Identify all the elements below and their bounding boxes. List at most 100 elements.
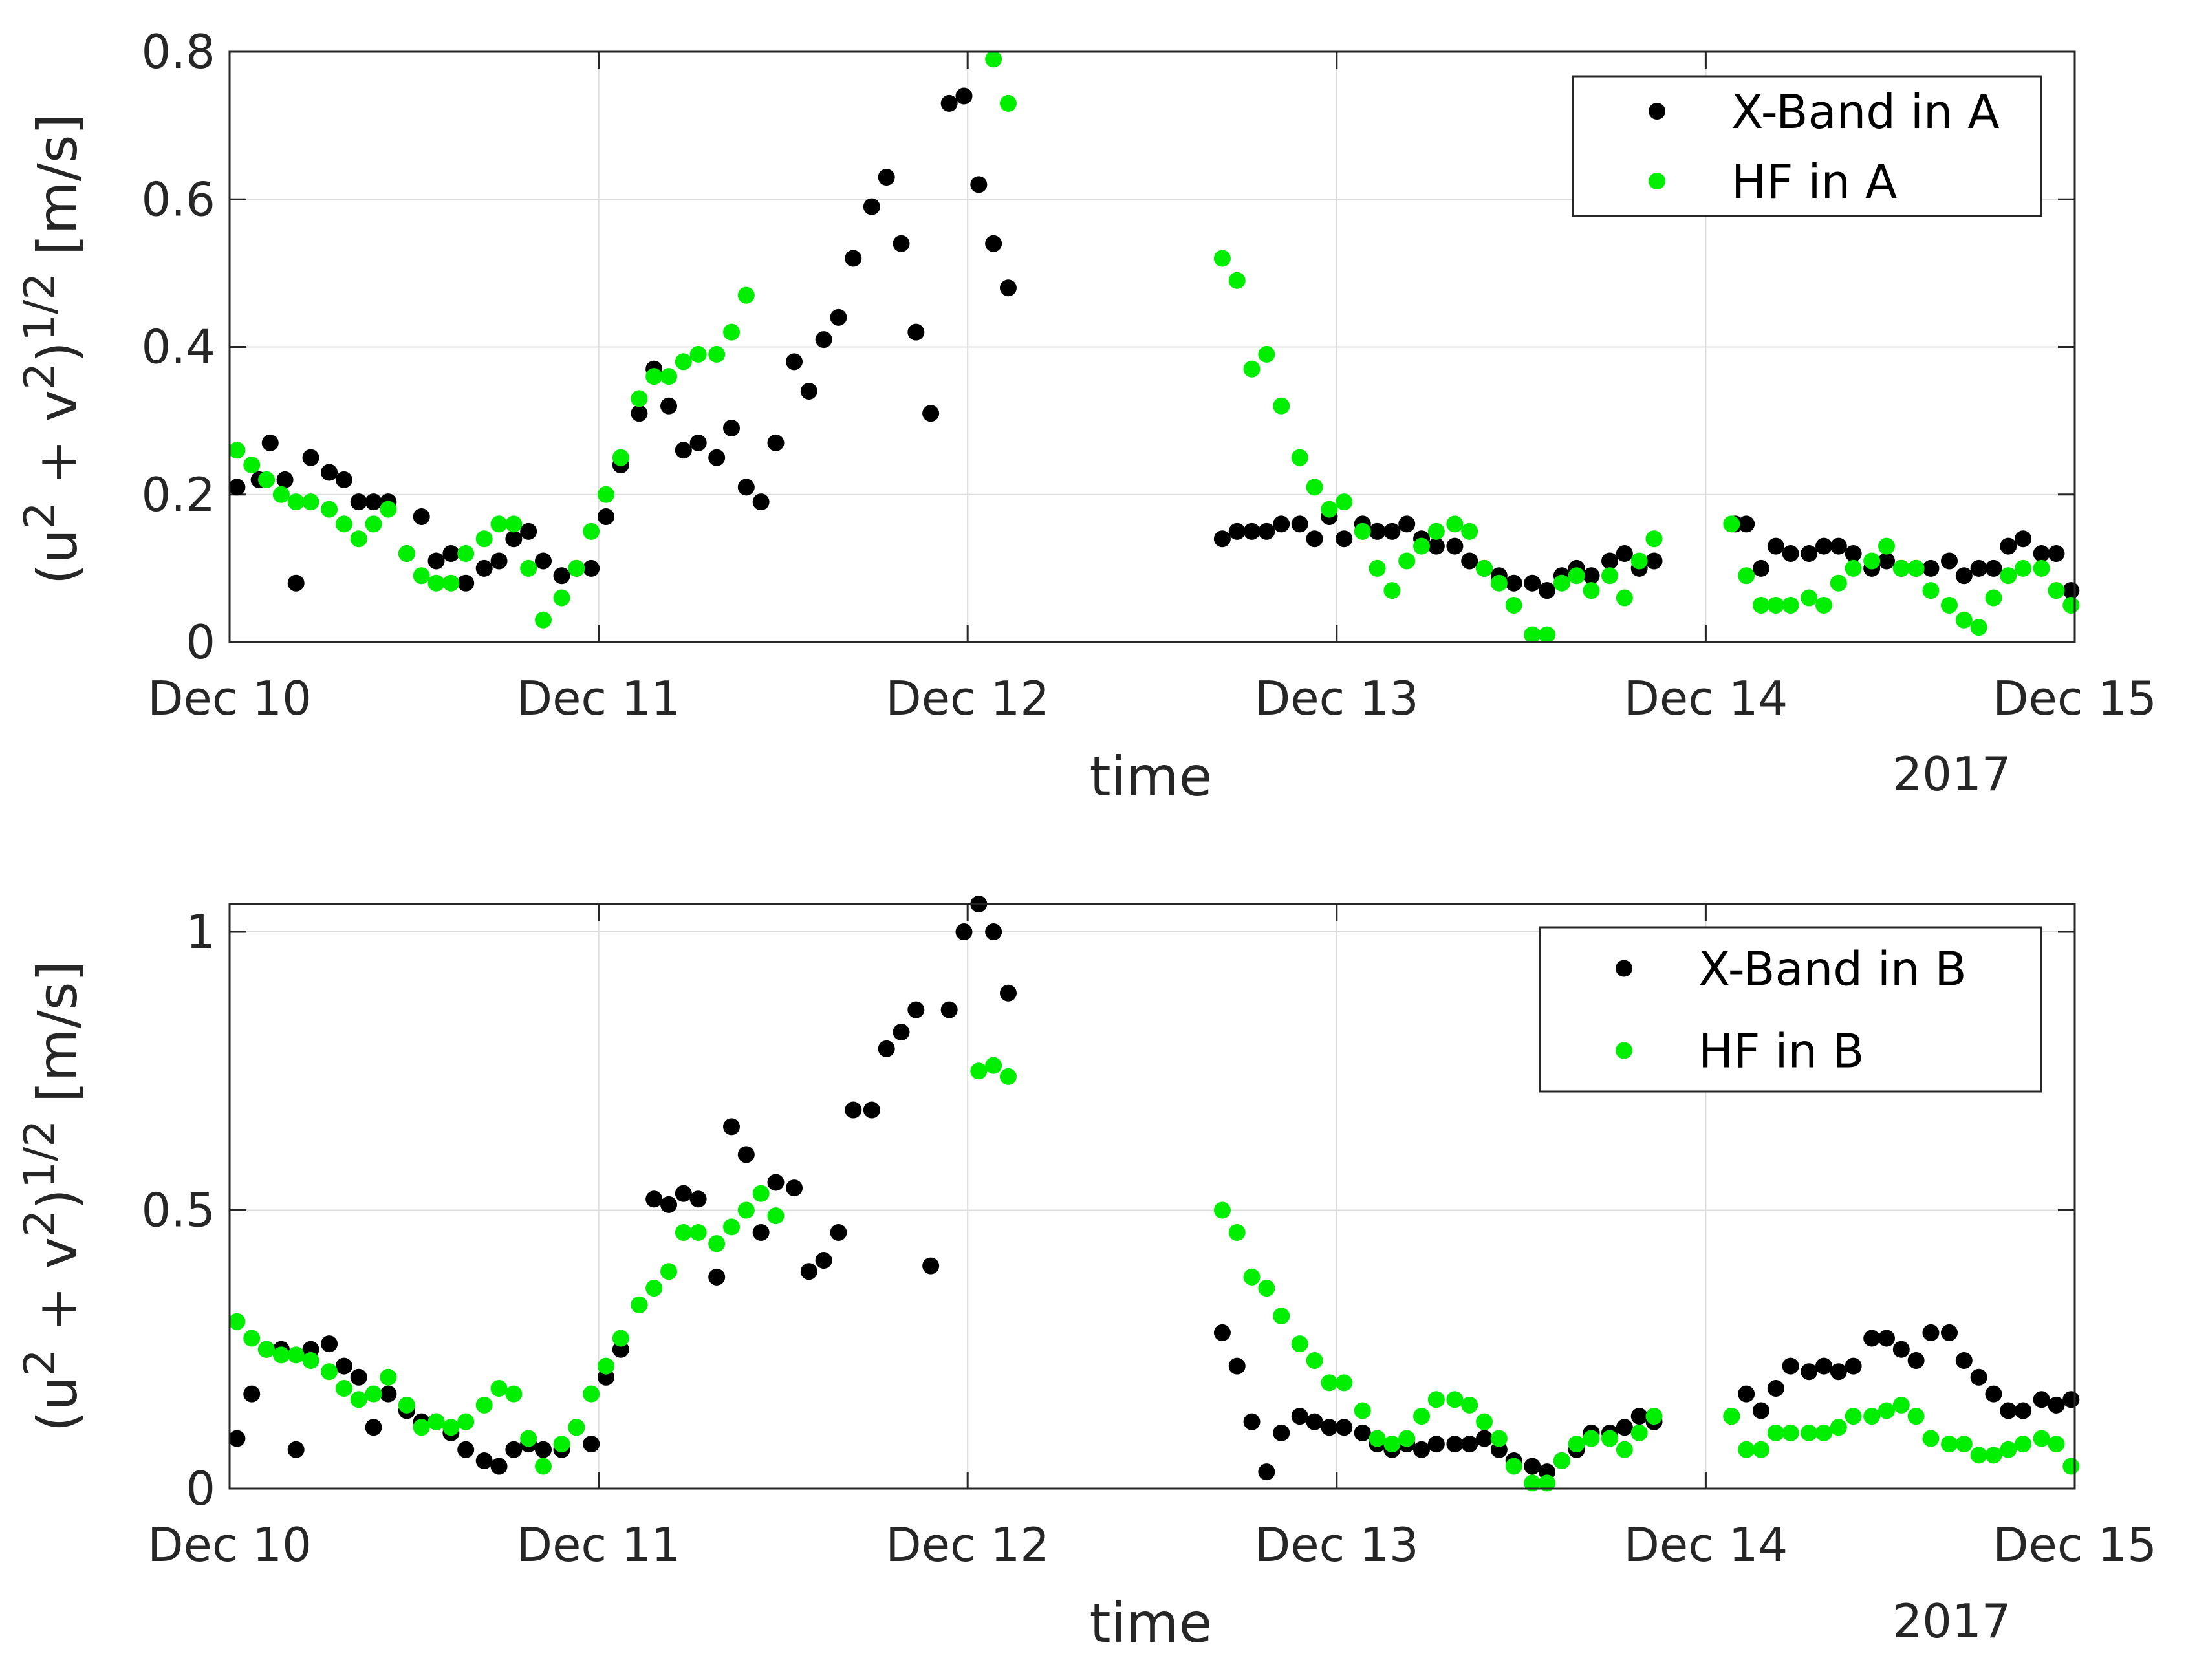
data-point <box>752 1223 770 1241</box>
data-point <box>1539 1474 1556 1492</box>
data-point <box>1878 552 1895 570</box>
data-point <box>631 1296 648 1313</box>
data-point <box>1892 1396 1910 1414</box>
data-point <box>1738 1385 1755 1403</box>
data-point <box>1616 1441 1633 1458</box>
data-point <box>1985 589 2002 607</box>
data-point <box>380 501 397 518</box>
data-point <box>1955 567 1973 585</box>
data-point <box>1213 530 1231 548</box>
data-point <box>1258 1280 1275 1297</box>
y-label-superscript: 2 <box>15 363 65 390</box>
data-point <box>1490 574 1508 592</box>
data-point <box>955 87 973 105</box>
data-point <box>1815 1357 1832 1375</box>
data-point <box>1553 1452 1570 1469</box>
legend-marker <box>1616 960 1632 977</box>
data-point <box>302 1352 319 1369</box>
data-point <box>767 1174 785 1191</box>
data-point <box>1273 1308 1290 1325</box>
data-point <box>737 1146 755 1163</box>
data-point <box>1413 1408 1431 1425</box>
data-point <box>985 235 1002 252</box>
data-point <box>675 1223 692 1241</box>
data-point <box>1336 1419 1353 1436</box>
y-tick-label: 0.6 <box>141 172 215 226</box>
data-point <box>1228 1357 1246 1375</box>
data-point <box>1955 1352 1973 1369</box>
data-point <box>1752 559 1769 577</box>
data-point <box>878 169 895 186</box>
axes-box <box>228 50 2076 643</box>
data-point <box>800 1263 817 1280</box>
data-point <box>276 471 294 488</box>
data-point <box>350 493 367 511</box>
data-point <box>1476 559 1493 577</box>
data-point <box>272 486 290 503</box>
data-point <box>1461 552 1478 570</box>
data-point <box>1383 522 1401 540</box>
data-point <box>1461 1436 1478 1453</box>
data-point <box>1601 552 1619 570</box>
data-point <box>612 449 629 466</box>
data-point <box>815 1252 832 1269</box>
data-point <box>645 368 663 385</box>
data-point <box>228 1430 246 1447</box>
data-point <box>457 1413 475 1430</box>
data-point <box>1427 522 1445 540</box>
data-point <box>490 1458 508 1475</box>
data-point <box>1524 574 1541 592</box>
data-point <box>767 434 785 451</box>
data-point <box>1413 1441 1431 1458</box>
data-point <box>1524 1458 1541 1475</box>
x-axis-label: time <box>1090 745 1213 808</box>
data-point <box>1830 537 1847 555</box>
data-point <box>1752 596 1769 614</box>
data-point <box>878 1040 895 1057</box>
series-hf-in-b <box>228 1057 2080 1492</box>
data-point <box>2062 1391 2080 1408</box>
data-point <box>830 1223 847 1241</box>
data-point <box>708 345 726 363</box>
data-point <box>1258 345 1275 363</box>
data-point <box>505 1441 523 1458</box>
data-point <box>999 279 1017 297</box>
data-point <box>708 449 726 466</box>
data-point <box>243 1330 261 1347</box>
data-point <box>568 559 585 577</box>
data-point <box>505 515 523 533</box>
data-point <box>1446 515 1464 533</box>
data-point <box>1539 582 1556 599</box>
data-point <box>660 1263 678 1280</box>
data-point <box>1427 537 1445 555</box>
data-point <box>1446 1391 1464 1408</box>
data-point <box>1767 1424 1784 1441</box>
data-point <box>1568 567 1585 585</box>
data-point <box>786 353 803 371</box>
data-point <box>800 382 817 400</box>
data-point <box>1863 552 1881 570</box>
data-point <box>752 1185 770 1202</box>
data-point <box>1490 1430 1508 1447</box>
data-point <box>598 1357 615 1375</box>
y-label-text: ) <box>26 1189 89 1210</box>
y-label-text: (u <box>26 529 89 585</box>
data-point <box>365 515 382 533</box>
data-point <box>985 50 1002 68</box>
x-tick-label: Dec 11 <box>517 1518 681 1572</box>
data-point <box>598 486 615 503</box>
data-point <box>1940 552 1958 570</box>
data-point <box>1782 596 1799 614</box>
chart-panel-b: Dec 10 Dec 11 Dec 12 Dec 13 Dec 14 Dec 15 0 0.5… <box>15 896 2157 1655</box>
data-point <box>553 1436 570 1453</box>
data-point <box>660 397 678 415</box>
y-tick-label: 0 <box>186 1461 215 1516</box>
data-point <box>583 1385 600 1403</box>
data-point <box>335 471 352 488</box>
y-label-superscript: 1/2 <box>15 1120 65 1189</box>
data-point <box>1243 1268 1261 1286</box>
y-tick-label: 0.5 <box>141 1183 215 1238</box>
data-point <box>2062 596 2080 614</box>
data-point <box>660 368 678 385</box>
